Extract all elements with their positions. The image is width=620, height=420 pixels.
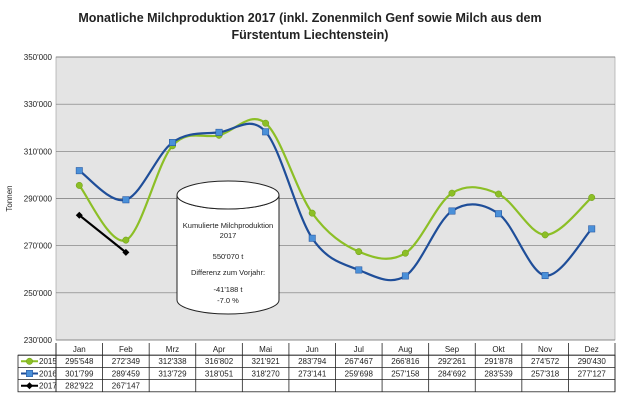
y-tick-label: 230'000	[24, 336, 53, 345]
legend-label-2015: 2015	[39, 357, 57, 366]
table-cell: 257'318	[531, 369, 560, 378]
table-cell: 277'127	[578, 369, 607, 378]
x-tick-label: Nov	[538, 345, 552, 354]
annotation-total: 550'070 t	[213, 252, 245, 261]
x-tick-label: Apr	[213, 345, 226, 354]
data-point-2015	[122, 236, 130, 244]
table-cell: 284'692	[438, 369, 467, 378]
table-cell: 267'467	[345, 357, 374, 366]
data-point-2015	[355, 248, 363, 256]
table-cell: 318'051	[205, 369, 234, 378]
data-point-2016	[169, 139, 176, 146]
table-cell: 289'459	[112, 369, 141, 378]
y-tick-label: 310'000	[24, 147, 53, 156]
y-tick-label: 250'000	[24, 289, 53, 298]
x-tick-label: Aug	[398, 345, 412, 354]
legend-label-2017: 2017	[39, 382, 57, 391]
data-point-2016	[495, 210, 502, 218]
annotation-year: 2017	[220, 231, 237, 240]
table-cell: 318'270	[252, 369, 281, 378]
data-point-2016	[541, 272, 549, 280]
table-cell: 313'729	[158, 369, 187, 378]
table-cell: 266'816	[391, 357, 420, 366]
data-point-2016	[75, 167, 83, 175]
data-point-2015	[262, 119, 270, 127]
data-point-2016	[215, 128, 223, 136]
table-cell: 290'430	[578, 357, 607, 366]
annotation-diff-label: Differenz zum Vorjahr:	[191, 268, 265, 277]
data-point-2017	[75, 211, 83, 219]
data-point-2015	[75, 181, 83, 189]
data-point-2015	[308, 209, 316, 217]
data-point-2015	[588, 194, 596, 201]
table-cell: 259'698	[345, 369, 374, 378]
legend-marker-2016	[26, 370, 33, 377]
x-tick-label: Mrz	[166, 345, 179, 354]
y-tick-label: 290'000	[24, 195, 53, 204]
data-point-2016	[448, 207, 456, 215]
table-cell: 257'158	[391, 369, 420, 378]
x-tick-label: Jul	[354, 345, 364, 354]
data-point-2015	[448, 189, 456, 197]
title-line-1: Monatliche Milchproduktion 2017 (inkl. Z…	[78, 11, 542, 25]
data-point-2015	[401, 249, 409, 257]
table-cell: 274'572	[531, 357, 560, 366]
annotation-diff-abs: -41'188 t	[214, 285, 244, 294]
data-point-2015	[495, 190, 502, 198]
cylinder-top	[176, 180, 280, 210]
annotation-diff-pct: -7.0 %	[217, 296, 239, 305]
table-cell: 292'261	[438, 357, 467, 366]
x-tick-label: Feb	[119, 345, 133, 354]
table-cell: 295'548	[65, 357, 94, 366]
legend-marker-2015	[26, 357, 33, 365]
y-tick-label: 270'000	[24, 242, 53, 251]
table-cell: 283'794	[298, 357, 327, 366]
table-cell: 312'338	[158, 357, 187, 366]
data-point-2016	[122, 196, 130, 204]
x-tick-label: Jun	[306, 345, 319, 354]
title-line-2: Fürstentum Liechtenstein)	[231, 28, 389, 42]
chart-title: Monatliche Milchproduktion 2017 (inkl. Z…	[40, 10, 580, 44]
data-point-2016	[355, 266, 363, 274]
table-cell: 316'802	[205, 357, 234, 366]
series-line-2015	[78, 118, 593, 260]
data-point-2016	[588, 225, 596, 233]
table-cell: 273'141	[298, 369, 327, 378]
table-cell: 282'922	[65, 382, 94, 391]
table-cell: 283'539	[484, 369, 513, 378]
x-tick-label: Okt	[492, 345, 505, 354]
x-tick-label: Dez	[585, 345, 599, 354]
table-cell: 267'147	[112, 382, 141, 391]
annotation-title: Kumulierte Milchproduktion	[183, 221, 273, 230]
table-cell: 321'921	[252, 357, 281, 366]
y-axis-label: Tonnen	[5, 185, 14, 211]
legend-marker-2017	[26, 382, 33, 390]
data-point-2016	[401, 272, 409, 280]
y-tick-label: 330'000	[24, 100, 53, 109]
data-point-2016	[308, 234, 316, 242]
x-tick-label: Sep	[445, 345, 460, 354]
y-tick-label: 350'000	[24, 53, 53, 62]
legend-label-2016: 2016	[39, 369, 57, 378]
data-point-2017	[122, 248, 130, 256]
series-line-2017	[78, 214, 127, 254]
data-point-2015	[541, 231, 549, 239]
x-tick-label: Mai	[259, 345, 272, 354]
table-cell: 291'878	[484, 357, 513, 366]
table-cell: 301'799	[65, 369, 94, 378]
x-tick-label: Jan	[73, 345, 86, 354]
table-cell: 272'349	[112, 357, 141, 366]
data-point-2016	[262, 128, 270, 136]
